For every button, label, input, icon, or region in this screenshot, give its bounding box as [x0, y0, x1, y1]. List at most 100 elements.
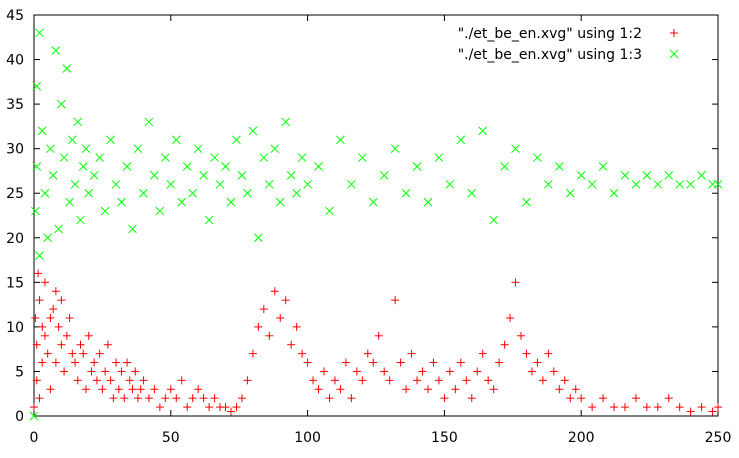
data-point [434, 376, 443, 385]
data-point [139, 188, 148, 198]
data-point [35, 28, 44, 38]
data-point [150, 171, 159, 180]
data-point [100, 206, 110, 216]
data-point [500, 162, 509, 171]
data-point [456, 358, 465, 367]
data-point [423, 197, 433, 207]
data-point [109, 394, 118, 403]
data-point [642, 403, 651, 412]
data-point [215, 179, 225, 189]
data-point [500, 340, 509, 349]
data-point [587, 179, 597, 189]
data-point [642, 171, 652, 180]
data-point [210, 394, 219, 403]
data-point [32, 376, 41, 385]
y-tick-label: 35 [6, 97, 24, 113]
data-point [396, 358, 405, 367]
data-point [46, 313, 55, 322]
data-point [292, 322, 301, 331]
legend-marker [669, 49, 679, 59]
data-point [194, 385, 203, 394]
data-point [43, 233, 53, 243]
data-point [336, 385, 345, 394]
data-point [391, 296, 400, 305]
data-point [128, 224, 137, 234]
data-point [114, 385, 123, 394]
data-point [112, 358, 121, 367]
data-point [243, 376, 252, 385]
data-point [128, 385, 137, 394]
series-1 [30, 269, 722, 416]
data-point [423, 385, 432, 394]
data-point [71, 358, 80, 367]
data-point [166, 385, 175, 394]
data-point [445, 367, 454, 376]
data-point [172, 394, 181, 403]
data-point [314, 385, 323, 394]
data-point [81, 385, 90, 394]
data-point [544, 349, 553, 358]
data-point [445, 179, 455, 189]
data-point [379, 171, 389, 180]
data-point [73, 376, 82, 385]
data-point [402, 385, 411, 394]
data-point [522, 197, 531, 207]
data-point [664, 394, 673, 403]
data-point [106, 135, 115, 145]
data-point [43, 349, 52, 358]
plot-frame [33, 14, 719, 417]
data-point [489, 215, 499, 225]
data-point [275, 197, 285, 207]
data-point [588, 403, 597, 412]
data-point [199, 171, 208, 180]
data-point [347, 394, 356, 403]
data-point [155, 403, 164, 412]
data-point [631, 179, 641, 189]
data-point [133, 394, 142, 403]
data-point [713, 179, 723, 189]
data-point [84, 188, 94, 198]
data-point [117, 197, 126, 207]
data-point [478, 349, 487, 358]
data-point [533, 358, 542, 367]
data-point [325, 206, 334, 216]
data-point [287, 340, 296, 349]
data-point [248, 349, 257, 358]
y-tick-label: 15 [6, 275, 24, 291]
data-point [111, 179, 121, 189]
data-point [70, 179, 80, 189]
data-point [347, 179, 356, 189]
data-point [374, 331, 383, 340]
data-point [265, 331, 274, 340]
data-point [38, 322, 47, 331]
data-point [314, 162, 323, 171]
data-point [51, 46, 61, 55]
data-point [380, 367, 389, 376]
data-point [29, 411, 39, 421]
legend-marker-series-1 [670, 29, 678, 37]
data-point [714, 403, 722, 412]
data-point [144, 117, 154, 127]
x-tick-label: 100 [294, 430, 321, 446]
data-point [506, 313, 515, 322]
data-point [243, 188, 252, 198]
y-tick-label: 5 [15, 364, 24, 380]
data-point [78, 162, 88, 171]
data-point [226, 197, 236, 207]
data-point [369, 358, 378, 367]
data-point [555, 385, 564, 394]
data-point [259, 305, 268, 314]
data-point [292, 188, 302, 198]
data-point [73, 117, 83, 127]
data-point [297, 153, 307, 162]
x-tick-label: 50 [162, 430, 180, 446]
data-point [565, 188, 575, 198]
data-point [620, 171, 630, 180]
data-point [385, 376, 394, 385]
data-point [150, 385, 159, 394]
data-point [106, 376, 115, 385]
data-point [51, 358, 60, 367]
data-point [81, 144, 91, 154]
data-point [54, 224, 63, 234]
